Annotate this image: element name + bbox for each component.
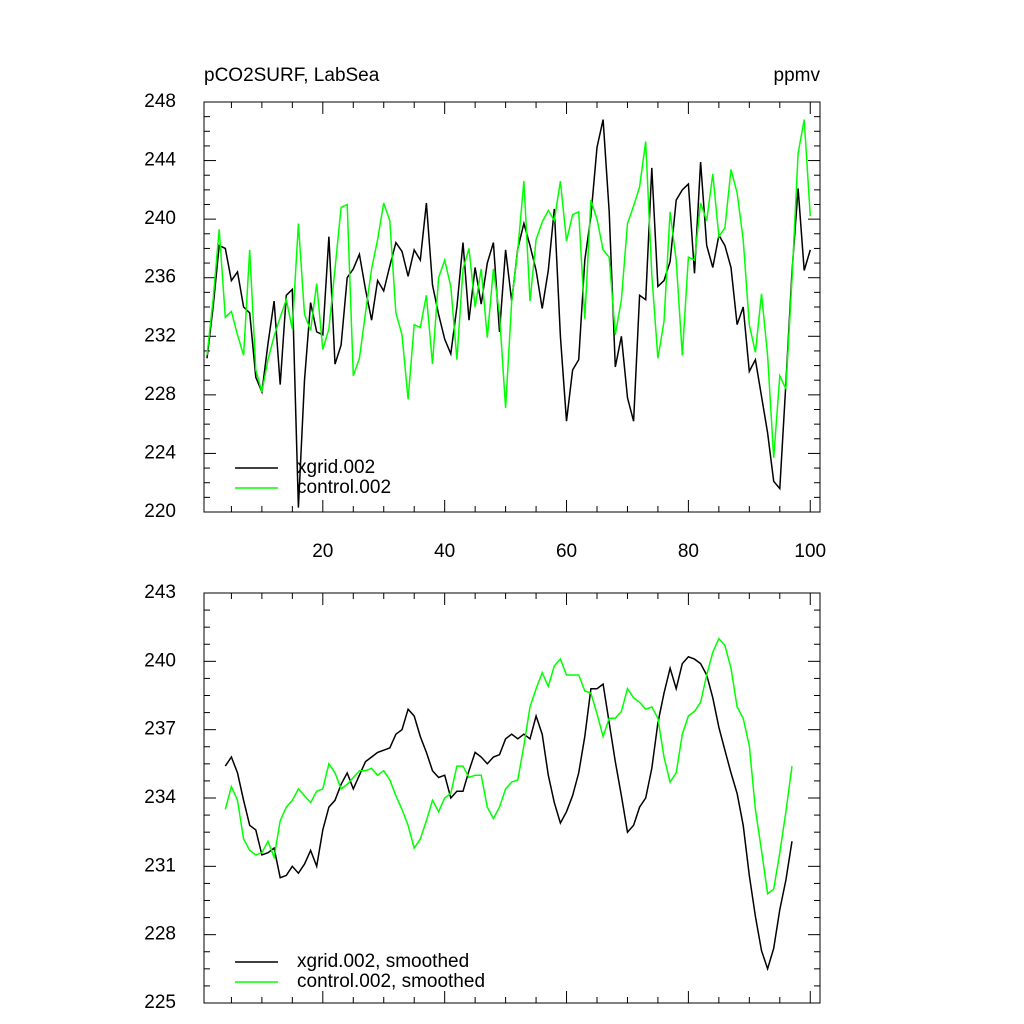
y-tick-label: 231: [144, 855, 176, 876]
y-tick-label: 240: [144, 650, 176, 671]
series-line: [206, 119, 812, 508]
legend-label: xgrid.002, smoothed: [297, 951, 469, 972]
legend-label: xgrid.002: [297, 457, 375, 478]
y-tick-label: 236: [144, 267, 176, 288]
x-tick-label: 60: [556, 541, 577, 562]
units-label: ppmv: [774, 65, 821, 86]
y-tick-label: 237: [144, 719, 176, 740]
y-tick-label: 232: [144, 325, 176, 346]
legend-label: control.002: [297, 477, 391, 498]
series-line: [224, 655, 793, 972]
x-tick-label: 20: [312, 541, 333, 562]
y-tick-label: 228: [144, 384, 176, 405]
y-tick-label: 248: [144, 91, 176, 112]
y-tick-label: 240: [144, 208, 176, 229]
y-tick-label: 220: [144, 501, 176, 522]
y-tick-label: 228: [144, 924, 176, 945]
x-tick-label: 40: [434, 541, 455, 562]
y-tick-label: 244: [144, 150, 176, 171]
x-tick-label: 80: [678, 541, 699, 562]
series-line: [224, 637, 793, 896]
x-tick-label: 100: [794, 541, 826, 562]
chart-title: pCO2SURF, LabSea: [204, 65, 380, 86]
y-tick-label: 243: [144, 582, 176, 603]
y-tick-label: 225: [144, 992, 176, 1013]
legend-label: control.002, smoothed: [297, 971, 485, 992]
y-tick-label: 234: [144, 787, 176, 808]
series-line: [206, 119, 812, 458]
y-tick-label: 224: [144, 442, 176, 463]
